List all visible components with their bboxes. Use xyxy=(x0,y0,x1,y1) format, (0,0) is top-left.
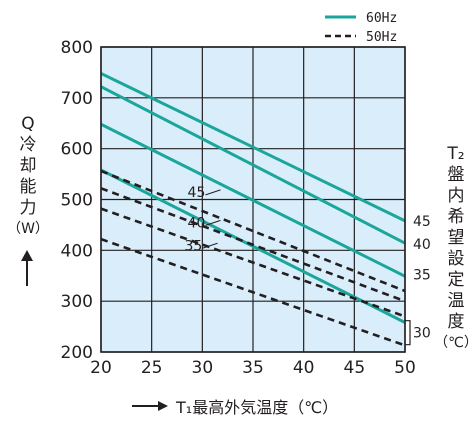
series-line xyxy=(100,187,406,303)
y-tick-label: 200 xyxy=(61,343,93,363)
inline-annotation-label: 40 xyxy=(188,215,206,231)
y-tick-label: 600 xyxy=(61,140,93,160)
x-tick-labels: 20 25 30 35 40 45 50 xyxy=(90,358,416,378)
series-line xyxy=(100,85,406,245)
annotation-leader-line xyxy=(202,242,218,249)
inline-annotation-label: 45 xyxy=(188,185,206,201)
legend-label: 60Hz xyxy=(366,11,397,26)
legend: 60Hz 50Hz xyxy=(325,11,397,45)
right-annotations: 45 40 35 30 xyxy=(413,214,431,342)
series-line xyxy=(100,72,406,223)
y-axis-label-char: 能 xyxy=(19,177,37,197)
y-tick-label: 800 xyxy=(61,38,93,58)
x-tick-label: 50 xyxy=(394,358,416,378)
x-tick-label: 20 xyxy=(90,358,112,378)
x-axis-title: T₁最高外気温度（℃） xyxy=(132,394,338,418)
series-line xyxy=(100,207,406,318)
series-line xyxy=(100,237,406,347)
x-axis-label: T₁最高外気温度（℃） xyxy=(176,398,339,417)
inline-annotations: 45 40 35 xyxy=(184,185,205,254)
right-axis-label-char: 温 xyxy=(447,291,465,311)
x-tick-label: 45 xyxy=(344,358,366,378)
x-tick-label: 35 xyxy=(242,358,264,378)
right-axis-label: T₂ 盤内希望設定温度 （℃） xyxy=(434,144,475,354)
y-axis-label-char: 力 xyxy=(19,198,37,218)
annotation-bracket xyxy=(405,320,411,346)
y-tick-label: 300 xyxy=(61,292,93,312)
right-annotation-label: 35 xyxy=(413,268,431,284)
right-axis-label-char: 望 xyxy=(447,228,465,248)
annotation-leaders xyxy=(202,189,411,346)
right-annotation-label: 30 xyxy=(413,326,431,342)
inline-annotation-label: 35 xyxy=(184,238,202,254)
up-arrow-icon xyxy=(21,250,33,286)
x-tick-label: 40 xyxy=(293,358,315,378)
right-axis-label-char: 度 xyxy=(447,312,465,332)
y-tick-label: 700 xyxy=(61,89,93,109)
right-axis-label-char: T₂ xyxy=(447,144,465,164)
legend-label: 50Hz xyxy=(366,30,397,45)
series-lines xyxy=(100,72,406,347)
y-axis-label-char: （W） xyxy=(7,221,49,237)
series-line xyxy=(100,122,406,278)
right-axis-label-char: 盤 xyxy=(447,165,465,185)
x-tick-label: 30 xyxy=(192,358,214,378)
right-axis-label-char: （℃） xyxy=(434,335,475,351)
right-arrow-icon xyxy=(132,405,158,407)
right-axis-label-char: 定 xyxy=(447,270,465,290)
right-axis-label-char: 希 xyxy=(447,207,465,227)
plot-frame xyxy=(100,46,406,353)
series-line xyxy=(100,169,406,293)
right-annotation-label: 45 xyxy=(413,214,431,230)
y-axis-label-char: Q xyxy=(21,114,35,134)
y-tick-labels: 200 300 400 500 600 700 800 xyxy=(61,38,93,363)
right-axis-label-char: 設 xyxy=(447,249,465,269)
y-axis-label-char: 却 xyxy=(19,156,37,176)
annotation-leader-line xyxy=(205,219,221,226)
right-annotation-label: 40 xyxy=(413,237,431,253)
right-axis-label-char: 内 xyxy=(447,186,465,206)
x-tick-label: 25 xyxy=(141,358,163,378)
y-tick-label: 500 xyxy=(61,191,93,211)
annotation-leader-line xyxy=(205,189,221,196)
y-tick-label: 400 xyxy=(61,241,93,261)
y-axis-label-char: 冷 xyxy=(19,135,37,155)
y-axis-label: Q 冷却能力 （W） xyxy=(6,114,50,240)
